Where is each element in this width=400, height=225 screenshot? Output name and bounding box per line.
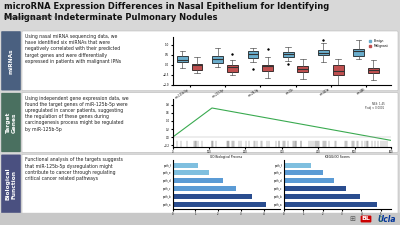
PathPatch shape <box>318 50 329 55</box>
Bar <box>173 194 252 199</box>
PathPatch shape <box>283 52 294 56</box>
Title: GO Biological Process: GO Biological Process <box>210 155 242 159</box>
Text: Target
Genes: Target Genes <box>6 112 16 133</box>
Text: Functional analysis of the targets suggests
that miR-125b-5p dysregulation might: Functional analysis of the targets sugge… <box>25 157 123 181</box>
PathPatch shape <box>177 56 188 62</box>
Text: Using independent gene expression data, we
found the target genes of miR-125b-5p: Using independent gene expression data, … <box>25 96 129 132</box>
Bar <box>284 170 323 176</box>
FancyBboxPatch shape <box>1 155 21 214</box>
Bar <box>0 213 400 225</box>
Text: microRNA Expression Differences in Nasal Epithelium for Identifying
Malignant In: microRNA Expression Differences in Nasal… <box>4 2 329 22</box>
Text: Biological
Function: Biological Function <box>6 168 16 200</box>
Text: 🌿: 🌿 <box>378 216 382 222</box>
Text: Bobing Ning, Poster #:: Bobing Ning, Poster #: <box>4 15 60 20</box>
Text: Using nasal miRNA sequencing data, we
have identified six miRNAs that were
negat: Using nasal miRNA sequencing data, we ha… <box>25 34 121 64</box>
PathPatch shape <box>353 49 364 56</box>
Bar <box>173 162 198 168</box>
Text: miRNAs: miRNAs <box>8 48 14 74</box>
FancyBboxPatch shape <box>22 31 398 91</box>
Bar <box>173 202 266 207</box>
PathPatch shape <box>368 68 379 73</box>
Bar <box>284 178 334 183</box>
Bar <box>173 170 209 176</box>
Bar <box>284 186 346 191</box>
Text: ⊞: ⊞ <box>349 216 355 222</box>
PathPatch shape <box>227 65 238 72</box>
Bar <box>284 162 311 168</box>
FancyBboxPatch shape <box>1 31 21 90</box>
PathPatch shape <box>298 66 308 72</box>
FancyBboxPatch shape <box>1 93 21 152</box>
PathPatch shape <box>192 63 202 70</box>
PathPatch shape <box>248 51 258 58</box>
Text: Ucla: Ucla <box>378 214 396 223</box>
Text: NES: 1.45
P.adj < 0.0001: NES: 1.45 P.adj < 0.0001 <box>365 101 384 110</box>
Legend: Benign, Malignant: Benign, Malignant <box>368 38 390 49</box>
Text: BL: BL <box>362 216 370 221</box>
Bar <box>284 194 360 199</box>
Bar <box>173 186 236 191</box>
Bar <box>284 202 377 207</box>
FancyBboxPatch shape <box>22 93 398 152</box>
PathPatch shape <box>262 65 273 71</box>
PathPatch shape <box>333 65 344 75</box>
Bar <box>173 178 223 183</box>
FancyBboxPatch shape <box>22 154 398 214</box>
PathPatch shape <box>212 56 223 63</box>
Title: KEGG/GO Scores: KEGG/GO Scores <box>325 155 350 159</box>
